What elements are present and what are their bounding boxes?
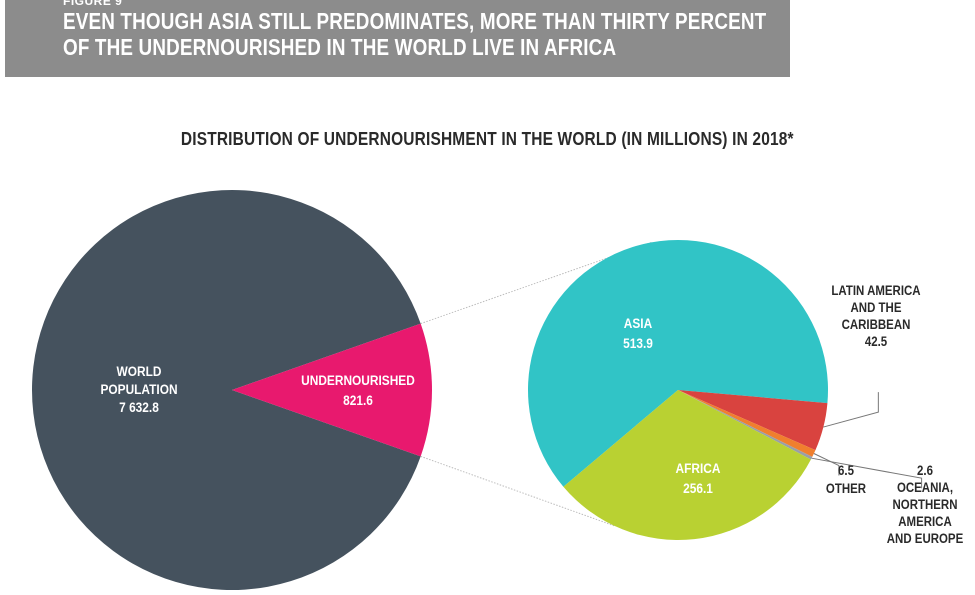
chart-title-text: DISTRIBUTION OF UNDERNOURISHMENT IN THE … bbox=[181, 129, 794, 149]
world-population-label-line: 7 632.8 bbox=[119, 399, 159, 415]
slice-asia bbox=[528, 240, 829, 487]
connector-bottom bbox=[420, 455, 615, 527]
world-population-label: WORLD POPULATION 7 632.8 bbox=[100, 363, 177, 415]
oceania-label: 2.6 OCEANIA, NORTHERN AMERICA AND EUROPE bbox=[887, 463, 963, 546]
africa-label-line: AFRICA bbox=[676, 460, 721, 476]
leader-latin-america bbox=[823, 392, 879, 428]
header-band: FIGURE 9 EVEN THOUGH ASIA STILL PREDOMIN… bbox=[5, 0, 790, 77]
undernourished-slice bbox=[232, 323, 432, 457]
leader-lines bbox=[811, 392, 923, 489]
figure-title-line-1: EVEN THOUGH ASIA STILL PREDOMINATES, MOR… bbox=[63, 8, 767, 34]
latin-america-label-line: 42.5 bbox=[865, 334, 887, 349]
chart-title: DISTRIBUTION OF UNDERNOURISHMENT IN THE … bbox=[0, 129, 975, 150]
africa-label: AFRICA 256.1 bbox=[676, 460, 721, 496]
latin-america-label-line: AND THE bbox=[851, 300, 902, 315]
world-population-slice bbox=[31, 189, 421, 590]
figure-title: EVEN THOUGH ASIA STILL PREDOMINATES, MOR… bbox=[63, 8, 768, 60]
world-population-pie bbox=[31, 189, 432, 590]
other-label-line: OTHER bbox=[826, 481, 866, 496]
world-population-label-line: POPULATION bbox=[100, 381, 177, 397]
oceania-label-line: NORTHERN bbox=[893, 497, 958, 512]
slice-labels: WORLD POPULATION 7 632.8 UNDERNOURISHED 821.… bbox=[100, 283, 963, 546]
slice-oceania-northern-america-and-europe bbox=[678, 390, 813, 460]
leader-other bbox=[813, 453, 840, 476]
oceania-label-line: AND EUROPE bbox=[887, 531, 963, 546]
slice-latin-america-and-the-caribbean bbox=[678, 390, 828, 451]
other-label-line: 6.5 bbox=[838, 463, 854, 478]
leader-oceania bbox=[811, 457, 923, 489]
slice-africa bbox=[563, 390, 811, 541]
other-label: 6.5 OTHER bbox=[826, 463, 866, 496]
asia-label-line: 513.9 bbox=[623, 335, 653, 351]
oceania-label-line: 2.6 bbox=[917, 463, 933, 478]
asia-label-line: ASIA bbox=[624, 315, 653, 331]
regions-pie bbox=[528, 240, 829, 541]
latin-america-label-line: LATIN AMERICA bbox=[831, 283, 920, 298]
undernourished-label-line: 821.6 bbox=[343, 392, 373, 408]
latin-america-label: LATIN AMERICA AND THE CARIBBEAN 42.5 bbox=[831, 283, 920, 349]
oceania-label-line: OCEANIA, bbox=[897, 480, 953, 495]
world-population-label-line: WORLD bbox=[117, 363, 162, 379]
undernourished-label-line: UNDERNOURISHED bbox=[301, 372, 415, 388]
africa-label-line: 256.1 bbox=[683, 480, 713, 496]
oceania-label-line: AMERICA bbox=[898, 514, 951, 529]
undernourished-label: UNDERNOURISHED 821.6 bbox=[301, 372, 415, 408]
slice-other bbox=[678, 390, 816, 457]
asia-label: ASIA 513.9 bbox=[623, 315, 653, 351]
figure-title-line-2: OF THE UNDERNOURISHED IN THE WORLD LIVE … bbox=[63, 34, 617, 60]
figure-label: FIGURE 9 bbox=[63, 0, 123, 8]
latin-america-label-line: CARIBBEAN bbox=[842, 317, 911, 332]
